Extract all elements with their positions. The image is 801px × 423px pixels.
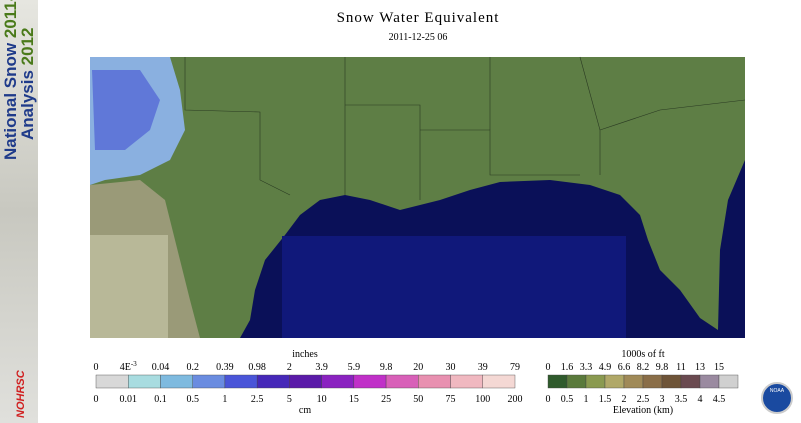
- tick-label: 6.6: [618, 362, 631, 373]
- sidebar-text: Analysis: [18, 70, 37, 140]
- color-swatch: [256, 374, 290, 389]
- tick-label: 2.5: [637, 394, 650, 405]
- timestamp: 2011-12-25 06: [389, 32, 448, 43]
- color-swatch: [353, 374, 387, 389]
- tick-label: 75: [446, 394, 456, 405]
- tick-label: 1: [584, 394, 589, 405]
- sidebar-line1: National Snow 2011-: [1, 0, 20, 160]
- color-swatch: [321, 374, 355, 389]
- sidebar-bg: [0, 0, 38, 423]
- tick-label: 2: [622, 394, 627, 405]
- tick-label: 8.2: [637, 362, 650, 373]
- tick-label: 3.3: [580, 362, 593, 373]
- tick-label: 0: [546, 362, 551, 373]
- snow-legend: inches cm 0 4E-3 0.04 0.2 0.39 0.98 2 3.9 5.9 9.8…: [94, 349, 523, 416]
- land: [90, 57, 745, 338]
- color-swatch: [418, 374, 451, 389]
- tick-label: 9.8: [656, 362, 669, 373]
- tick-label: 20: [413, 362, 423, 373]
- tick-label: 0.5: [186, 394, 199, 405]
- color-swatch: [718, 374, 739, 389]
- title: Snow Water Equivalent: [337, 10, 500, 26]
- tick-label: 9.8: [380, 362, 393, 373]
- map: [90, 56, 746, 338]
- data-block: [282, 236, 626, 338]
- tick-label: 100: [475, 394, 490, 405]
- tick-label: 39: [478, 362, 488, 373]
- color-swatch: [642, 374, 663, 389]
- snow-mid: [92, 70, 160, 150]
- tick-base: 4E: [120, 362, 131, 373]
- color-swatch: [95, 374, 129, 389]
- tick-label: 10: [317, 394, 327, 405]
- tick-label: 3.9: [315, 362, 328, 373]
- color-swatch: [128, 374, 161, 389]
- sidebar-line2: Analysis 2012: [18, 28, 37, 141]
- color-swatch: [547, 374, 568, 389]
- tick-label: 4E-3: [120, 360, 137, 373]
- legend-unit: cm: [299, 405, 311, 416]
- nohrsc-logo: NOHRSC: [15, 369, 27, 418]
- tick-label: 5.9: [348, 362, 361, 373]
- tick-label: 1.6: [561, 362, 574, 373]
- color-swatch: [482, 374, 516, 389]
- tick-label: 25: [381, 394, 391, 405]
- tick-label: 5: [287, 394, 292, 405]
- tick-label: 0.98: [248, 362, 266, 373]
- borders: [184, 56, 746, 200]
- elevation-legend: 1000s of ft Elevation (km) 0 1.6 3.3 4.9 6.6…: [546, 349, 739, 416]
- color-swatch: [385, 374, 419, 389]
- tick-label: 13: [695, 362, 705, 373]
- sidebar-text: National Snow: [1, 42, 20, 160]
- tick-label: 0.04: [152, 362, 170, 373]
- color-swatch: [450, 374, 483, 389]
- sidebar-year: 2011-: [1, 0, 20, 38]
- tick-label: 79: [510, 362, 520, 373]
- tick-exp: -3: [131, 360, 137, 368]
- legend-unit: Elevation (km): [613, 405, 673, 416]
- tick-label: 0: [94, 362, 99, 373]
- tick-label: 0: [94, 394, 99, 405]
- color-swatch: [661, 374, 682, 389]
- legend-unit: inches: [292, 349, 318, 360]
- tick-label: 1.5: [599, 394, 612, 405]
- masked-area: [90, 235, 168, 338]
- color-swatch: [566, 374, 587, 389]
- noaa-text: NOAA: [770, 388, 785, 394]
- tick-label: 2.5: [251, 394, 264, 405]
- tick-label: 11: [676, 362, 686, 373]
- tick-label: 15: [349, 394, 359, 405]
- tick-label: 1: [222, 394, 227, 405]
- color-swatch: [604, 374, 625, 389]
- color-swatch: [680, 374, 701, 389]
- tick-label: 50: [413, 394, 423, 405]
- tick-label: 3: [660, 394, 665, 405]
- color-swatch: [699, 374, 720, 389]
- tick-label: 0.39: [216, 362, 234, 373]
- color-swatch: [224, 374, 258, 389]
- sidebar-title: National Snow 2011- Analysis 2012: [1, 0, 37, 160]
- tick-label: 0.1: [154, 394, 167, 405]
- noaa-logo: [761, 382, 793, 414]
- tick-label: 4.5: [713, 394, 726, 405]
- tick-label: 0: [546, 394, 551, 405]
- tick-label: 30: [446, 362, 456, 373]
- tick-label: 15: [714, 362, 724, 373]
- tick-label: 4: [698, 394, 703, 405]
- sidebar-year: 2012: [18, 28, 37, 66]
- tick-label: 0.5: [561, 394, 574, 405]
- color-swatch: [585, 374, 606, 389]
- tick-label: 200: [508, 394, 523, 405]
- tick-label: 4.9: [599, 362, 612, 373]
- tick-label: 0.01: [119, 394, 137, 405]
- color-swatch: [623, 374, 644, 389]
- tick-label: 0.2: [186, 362, 199, 373]
- color-swatch: [192, 374, 226, 389]
- color-swatch: [289, 374, 322, 389]
- tick-label: 3.5: [675, 394, 688, 405]
- color-swatch: [160, 374, 193, 389]
- tick-label: 2: [287, 362, 292, 373]
- legend-unit: 1000s of ft: [621, 349, 665, 360]
